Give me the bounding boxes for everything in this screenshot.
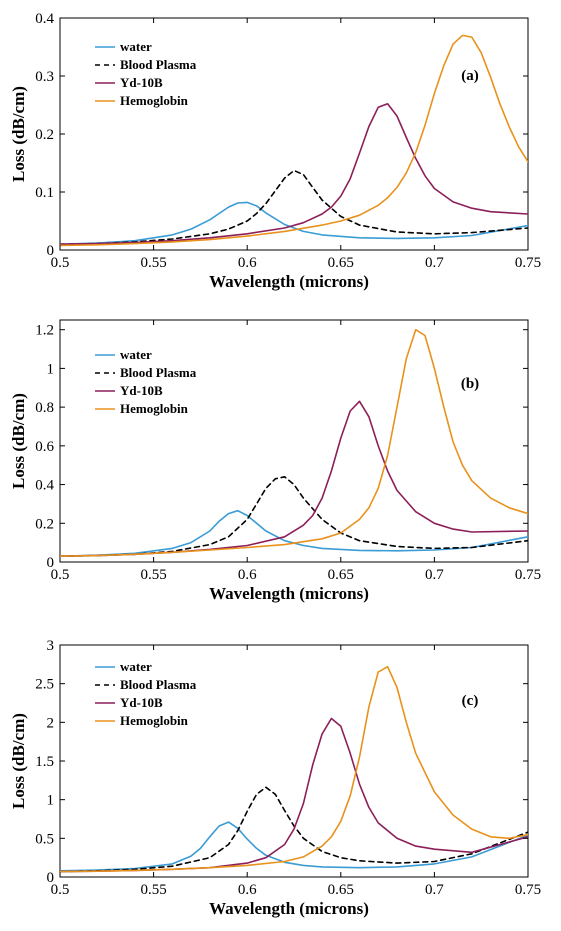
series-line-water	[60, 509, 528, 557]
x-tick-label: 0.7	[425, 255, 444, 271]
y-tick-label: 0	[47, 555, 55, 571]
legend: water Blood Plasma Yd-10B Hemoglobin	[95, 39, 197, 108]
x-axis-label: Wavelength (microns)	[209, 584, 369, 603]
x-tick-label: 0.5	[51, 255, 70, 271]
y-tick-label: 0.2	[35, 127, 54, 143]
y-axis-label: Loss (dB/cm)	[9, 393, 28, 489]
series-line-hemoglobin	[60, 665, 528, 873]
legend-label: water	[120, 659, 152, 674]
x-tick-label: 0.6	[238, 255, 257, 271]
y-tick-label: 1.5	[35, 754, 54, 770]
y-tick-label: 0.1	[35, 185, 54, 201]
legend: water Blood Plasma Yd-10B Hemoglobin	[95, 659, 197, 728]
series-line-water	[60, 821, 528, 872]
x-tick-label: 0.75	[515, 567, 541, 583]
chart-panel-2: 0.5 0.55 0.6 0.65 0.7 0.7500.511.522.53Wavele…	[9, 638, 541, 918]
y-tick-label: 0.4	[35, 11, 54, 27]
series-line-blood-plasma	[60, 476, 528, 557]
x-tick-label: 0.6	[238, 567, 257, 583]
series-group	[60, 665, 528, 873]
legend-label: water	[120, 347, 152, 362]
series-line-water	[60, 201, 528, 245]
panel-annotation: (c)	[462, 693, 479, 709]
x-tick-label: 0.75	[515, 882, 541, 898]
x-tick-label: 0.7	[425, 882, 444, 898]
series-group	[60, 328, 528, 557]
x-tick-label: 0.7	[425, 567, 444, 583]
y-tick-label: 3	[47, 638, 55, 654]
y-tick-label: 1	[47, 361, 55, 377]
legend-label: Hemoglobin	[120, 401, 189, 416]
x-tick-label: 0.55	[140, 567, 166, 583]
series-line-hemoglobin	[60, 34, 528, 247]
series-group	[60, 34, 528, 247]
legend-label: Yd-10B	[120, 75, 163, 90]
panel-annotation: (b)	[461, 376, 479, 392]
panel-annotation: (a)	[461, 68, 479, 84]
series-line-blood-plasma	[60, 169, 528, 245]
y-tick-label: 2	[47, 715, 55, 731]
chart-panel-0: 0.5 0.55 0.6 0.65 0.7 0.75 0 0.1 0.2 0.3 0.4 Wavele…	[9, 11, 541, 291]
legend-label: Hemoglobin	[120, 713, 189, 728]
legend-label: Blood Plasma	[120, 365, 197, 380]
y-tick-label: 1.2	[35, 323, 54, 339]
legend-label: Blood Plasma	[120, 57, 197, 72]
y-tick-label: 0.3	[35, 69, 54, 85]
x-tick-label: 0.65	[328, 882, 354, 898]
series-line-yd-10b	[60, 717, 528, 873]
legend-label: Blood Plasma	[120, 677, 197, 692]
y-tick-label: 0	[47, 243, 55, 259]
x-axis-label: Wavelength (microns)	[209, 899, 369, 918]
y-tick-label: 0	[47, 870, 55, 886]
x-tick-label: 0.5	[51, 567, 70, 583]
y-axis-label: Loss (dB/cm)	[9, 86, 28, 182]
legend-label: Yd-10B	[120, 695, 163, 710]
y-tick-label: 0.8	[35, 400, 54, 416]
x-tick-label: 0.75	[515, 255, 541, 271]
x-tick-label: 0.65	[328, 567, 354, 583]
y-tick-label: 0.5	[35, 831, 54, 847]
legend-label: water	[120, 39, 152, 54]
x-tick-label: 0.65	[328, 255, 354, 271]
series-line-yd-10b	[60, 400, 528, 557]
plot-frame	[59, 319, 529, 563]
x-tick-label: 0.55	[140, 882, 166, 898]
y-tick-label: 0.6	[35, 439, 54, 455]
x-tick-label: 0.55	[140, 255, 166, 271]
legend-label: Yd-10B	[120, 383, 163, 398]
y-tick-label: 0.2	[35, 516, 54, 532]
y-tick-label: 0.4	[35, 478, 54, 494]
series-line-yd-10b	[60, 103, 528, 245]
chart-panel-1: 0.5 0.55 0.6 0.65 0.7 0.75 0 0.2 0.4 0.6 0.8 1 1.2 Wa…	[9, 319, 541, 603]
series-line-hemoglobin	[60, 328, 528, 557]
legend: water Blood Plasma Yd-10B Hemoglobin	[95, 347, 197, 416]
y-axis-label: Loss (dB/cm)	[9, 713, 28, 809]
legend-label: Hemoglobin	[120, 93, 189, 108]
x-axis-label: Wavelength (microns)	[209, 272, 369, 291]
y-tick-label: 2.5	[35, 677, 54, 693]
x-tick-label: 0.5	[51, 882, 70, 898]
x-tick-label: 0.6	[238, 882, 257, 898]
series-line-blood-plasma	[60, 786, 528, 873]
y-tick-label: 1	[47, 793, 55, 809]
